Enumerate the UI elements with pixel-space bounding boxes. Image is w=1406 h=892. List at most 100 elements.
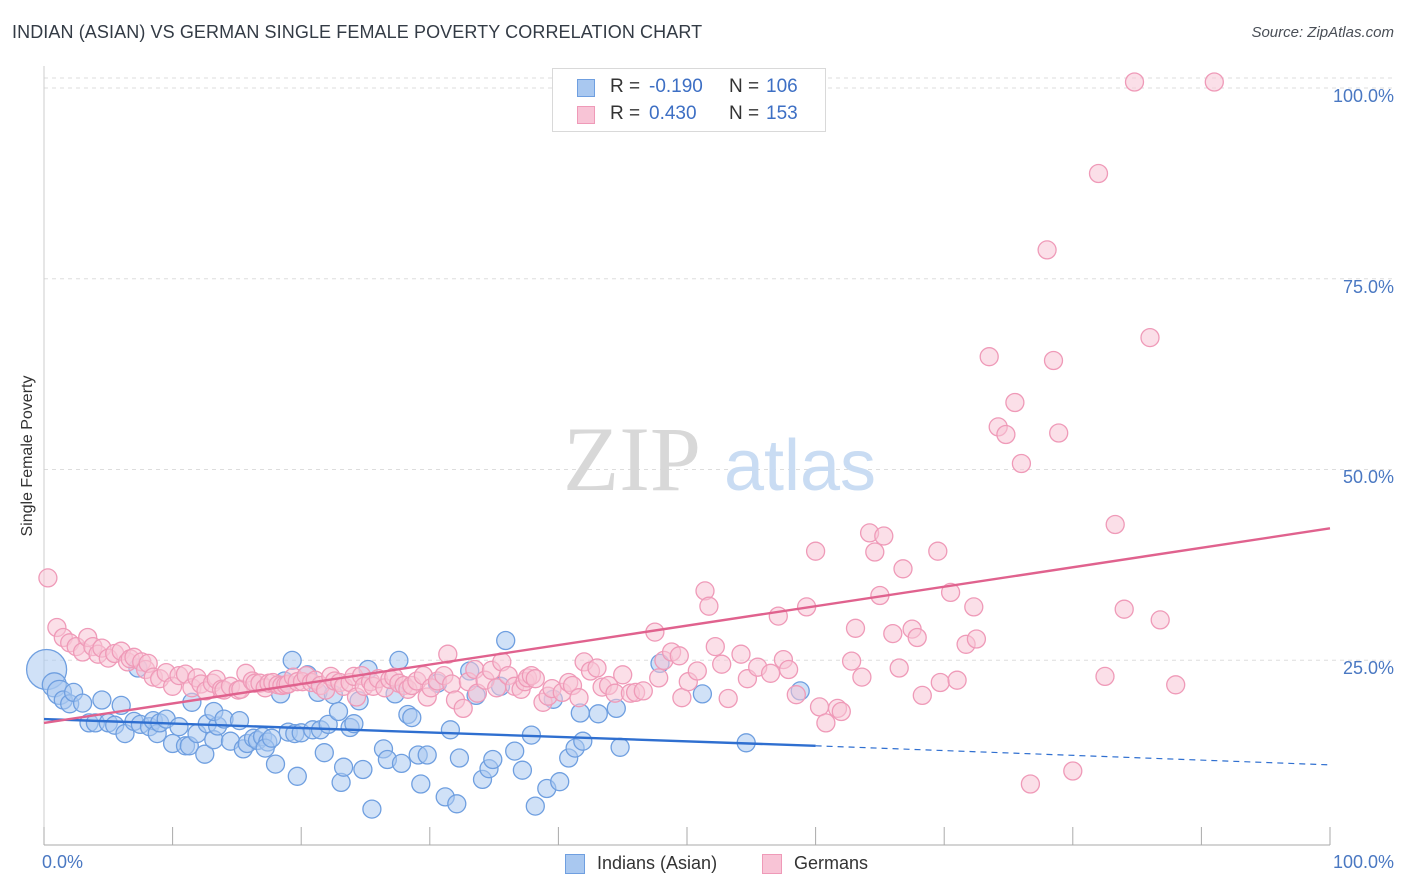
trend-line-indians (43, 717, 816, 748)
point-germans (705, 636, 725, 657)
point-indians (447, 794, 467, 814)
legend-r-value: 0.430 (649, 103, 697, 124)
point-germans (979, 347, 999, 367)
point-germans (569, 688, 589, 708)
point-germans (1095, 666, 1115, 687)
point-germans (1088, 163, 1109, 184)
legend-r-label: R = (610, 103, 641, 124)
point-germans (438, 644, 458, 664)
point-germans (1114, 599, 1134, 619)
point-germans (930, 672, 950, 693)
point-indians (333, 757, 354, 777)
point-germans (1011, 453, 1032, 474)
point-germans (587, 658, 607, 678)
point-germans (1140, 327, 1160, 348)
legend: R = -0.190 N = 106 R = 0.430 N = 153 (552, 68, 826, 132)
point-germans (1150, 610, 1170, 630)
point-indians (496, 630, 516, 651)
point-indians (525, 796, 545, 816)
point-germans (718, 688, 738, 709)
point-indians (265, 754, 286, 774)
point-indians (417, 745, 437, 765)
legend-swatch-germans (577, 106, 595, 124)
point-germans (760, 663, 781, 683)
legend-n-label: N = (729, 103, 760, 124)
point-indians (261, 728, 282, 748)
point-indians (92, 690, 112, 710)
point-indians (314, 743, 334, 763)
point-germans (1166, 675, 1186, 695)
axes (43, 66, 1331, 846)
point-germans (1105, 514, 1125, 535)
point-germans (633, 681, 653, 701)
point-germans (712, 654, 732, 674)
bottom-legend-label-indians: Indians (Asian) (597, 853, 718, 873)
point-indians (449, 748, 470, 768)
point-germans (778, 659, 799, 680)
point-germans (1063, 761, 1083, 781)
point-germans (964, 597, 984, 617)
point-indians (505, 741, 525, 761)
watermark-zip: ZIP (563, 408, 701, 510)
point-germans (966, 629, 987, 649)
x-tick-label-max: 100.0% (1332, 852, 1394, 872)
point-germans (649, 668, 669, 688)
point-indians (389, 650, 409, 671)
point-germans (1049, 423, 1069, 443)
bottom-legend-swatch-germans (762, 854, 782, 874)
point-indians (195, 744, 215, 764)
legend-n-label: N = (729, 76, 760, 97)
data-points (25, 72, 1224, 819)
legend-n-value: 153 (766, 103, 798, 124)
point-germans (907, 627, 927, 648)
point-germans (525, 669, 545, 689)
point-germans (852, 667, 872, 687)
point-germans (669, 646, 689, 666)
point-germans (874, 526, 894, 546)
point-germans (1043, 350, 1064, 371)
point-germans (928, 541, 948, 561)
point-germans (731, 644, 751, 664)
point-indians (440, 720, 461, 740)
point-indians (287, 766, 307, 786)
point-germans (816, 713, 836, 733)
watermark-atlas: atlas (724, 426, 876, 506)
x-tick-label-min: 0.0% (42, 852, 84, 872)
point-indians (588, 704, 608, 724)
point-germans (1124, 72, 1145, 92)
point-germans (699, 596, 719, 616)
point-indians (550, 772, 570, 792)
point-germans (786, 685, 806, 705)
point-indians (692, 684, 713, 704)
point-germans (453, 698, 473, 719)
point-indians (344, 714, 364, 734)
point-indians (72, 693, 93, 713)
trend-line-indians-extension (815, 745, 1331, 766)
point-indians (411, 774, 431, 794)
point-germans (38, 568, 58, 588)
trend-line-germans (43, 527, 1331, 725)
point-germans (1005, 392, 1025, 413)
point-germans (613, 665, 633, 685)
point-germans (831, 701, 851, 722)
legend-n-value: 106 (766, 76, 798, 97)
grid-lines (44, 77, 1392, 661)
point-germans (442, 674, 462, 694)
y-tick-label: 100.0% (1332, 85, 1394, 106)
point-germans (805, 541, 826, 561)
point-germans (672, 688, 692, 708)
point-germans (889, 658, 909, 678)
chart-source: Source: ZipAtlas.com (1251, 24, 1394, 41)
point-germans (1020, 774, 1041, 794)
bottom-legend-label-germans: Germans (794, 853, 869, 873)
point-indians (512, 760, 533, 780)
point-germans (947, 670, 967, 690)
point-indians (282, 650, 302, 671)
point-germans (1204, 72, 1224, 92)
point-germans (865, 542, 885, 562)
point-indians (391, 753, 412, 774)
point-indians (402, 707, 422, 728)
y-tick-label: 50.0% (1342, 467, 1394, 488)
point-germans (841, 651, 862, 671)
